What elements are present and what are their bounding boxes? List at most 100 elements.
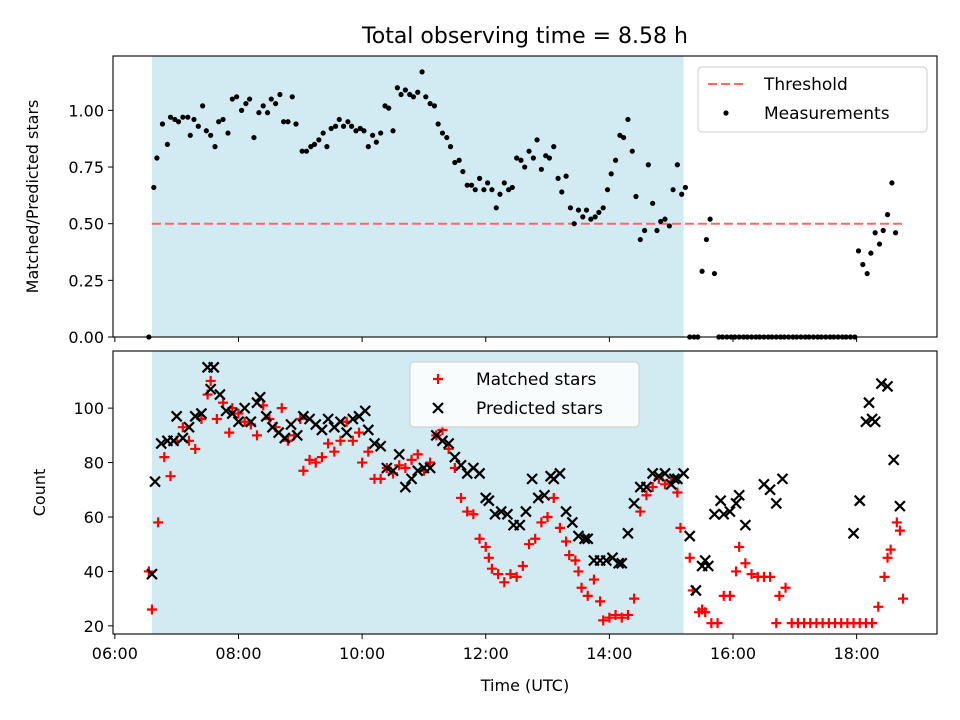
data-point <box>518 157 524 163</box>
data-point <box>483 552 494 563</box>
data-point <box>596 209 602 215</box>
data-point <box>642 227 648 234</box>
data-point <box>868 250 874 256</box>
data-point <box>595 596 606 607</box>
data-point <box>481 187 487 193</box>
data-point <box>251 396 263 409</box>
data-point <box>146 568 158 580</box>
data-point <box>468 509 479 520</box>
data-point <box>592 214 598 220</box>
data-point <box>880 227 886 234</box>
legend-box <box>409 361 640 428</box>
data-point <box>256 110 262 116</box>
data-point <box>159 121 166 127</box>
data-point <box>190 443 201 454</box>
data-point <box>647 482 658 493</box>
data-point <box>524 539 535 550</box>
data-point <box>608 171 614 177</box>
data-point <box>304 454 315 465</box>
y-tick-label: 1.00 <box>68 101 104 120</box>
data-point <box>645 162 651 168</box>
y-tick-label: 0.25 <box>68 271 104 290</box>
data-point <box>572 530 585 542</box>
y-tick-label: 0.00 <box>68 328 104 347</box>
data-point <box>578 532 591 545</box>
data-point <box>335 435 346 446</box>
data-point <box>875 377 888 390</box>
data-point <box>501 180 507 186</box>
data-point <box>251 134 257 141</box>
data-point <box>733 489 745 501</box>
y-tick-label: 100 <box>73 399 104 418</box>
data-point <box>684 552 695 563</box>
data-point <box>867 618 878 629</box>
data-point <box>285 418 297 431</box>
ratio-panel: 0.00 0.25 0.50 0.75 1.00 Matched/Predicted st… <box>23 55 938 347</box>
data-point <box>431 103 438 109</box>
data-point <box>473 467 486 480</box>
x-tick-label: 18:00 <box>834 644 880 663</box>
data-point <box>224 427 235 438</box>
data-point <box>495 505 507 518</box>
data-point <box>155 437 167 450</box>
data-point <box>554 467 566 480</box>
data-point <box>394 460 405 471</box>
data-point <box>486 563 497 574</box>
data-point <box>559 189 565 195</box>
data-point <box>770 497 783 510</box>
data-point <box>640 481 653 493</box>
data-point <box>357 457 368 468</box>
data-point <box>571 221 577 227</box>
data-point <box>724 505 736 518</box>
data-point <box>774 590 785 601</box>
data-point <box>505 569 516 580</box>
y-tick-label: 0.50 <box>68 215 104 234</box>
data-point <box>214 388 226 401</box>
data-point <box>582 590 593 601</box>
data-point <box>566 516 579 529</box>
data-point <box>298 465 309 476</box>
data-point <box>239 416 250 427</box>
data-point <box>563 173 569 179</box>
data-point <box>374 440 387 453</box>
data-point <box>622 609 633 620</box>
y-tick-label: 20 <box>84 617 104 636</box>
data-point <box>436 435 449 447</box>
data-point <box>620 134 627 141</box>
data-point <box>612 557 625 570</box>
data-point <box>538 166 544 172</box>
data-point <box>889 180 895 186</box>
data-point <box>323 438 334 449</box>
data-point <box>277 91 283 98</box>
data-point <box>291 429 303 442</box>
data-point <box>208 132 214 138</box>
data-point <box>604 187 611 193</box>
data-point <box>520 505 532 518</box>
data-point <box>462 506 473 517</box>
data-point <box>299 148 305 154</box>
data-point <box>853 494 866 507</box>
data-point <box>361 128 367 134</box>
data-point <box>746 569 757 580</box>
data-point <box>238 402 251 414</box>
legend-label: Measurements <box>764 104 890 124</box>
data-point <box>225 130 231 136</box>
data-point <box>489 187 495 193</box>
data-point <box>860 261 866 268</box>
data-point <box>316 424 328 436</box>
data-point <box>185 114 191 120</box>
data-point <box>268 96 274 102</box>
data-point <box>394 85 400 91</box>
data-point <box>561 536 572 547</box>
data-point <box>629 593 640 604</box>
data-point <box>513 519 526 531</box>
data-point <box>345 119 351 125</box>
data-point <box>276 403 287 414</box>
data-point <box>771 618 782 629</box>
data-point <box>191 116 197 123</box>
data-point <box>347 435 358 446</box>
data-point <box>204 383 217 395</box>
data-point <box>359 405 371 417</box>
data-point <box>474 533 485 544</box>
data-point <box>855 248 862 254</box>
